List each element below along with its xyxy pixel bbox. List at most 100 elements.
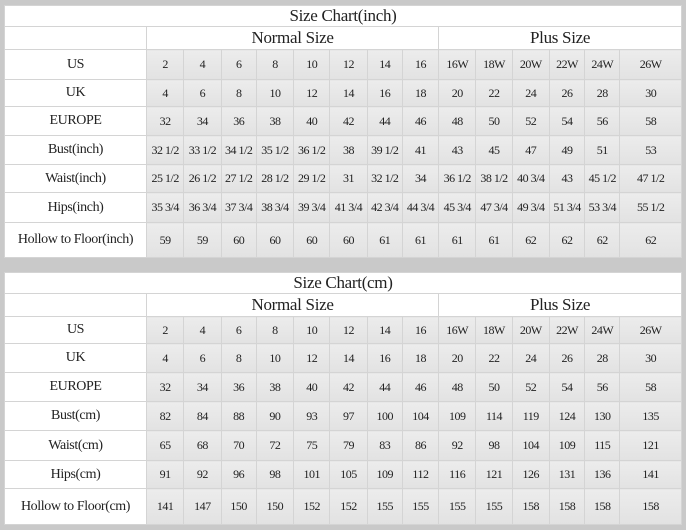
- table-cell: 61: [401, 222, 440, 258]
- table-cell: 109: [548, 430, 586, 461]
- table-cell: 48: [438, 372, 477, 402]
- table-cell: 16: [401, 316, 440, 344]
- table-cell: 49 3/4: [511, 192, 550, 223]
- table-cell: 14: [329, 79, 368, 107]
- table-cell: 105: [329, 460, 368, 489]
- table-cell: 75: [293, 430, 331, 461]
- table-cell: 152: [293, 488, 331, 525]
- table-cell: 46: [401, 372, 440, 402]
- table-cell: 60: [220, 222, 257, 258]
- table-cell: 84: [183, 401, 222, 431]
- table-cell: 42 3/4: [366, 192, 403, 223]
- table-cell: 158: [548, 488, 586, 525]
- table-cell: 49: [548, 135, 586, 165]
- table-cell: 51: [584, 135, 621, 165]
- table-cell: 150: [220, 488, 257, 525]
- table-cell: 18: [401, 343, 440, 373]
- table-cell: 20: [438, 79, 477, 107]
- chart-title: Size Chart(inch): [4, 5, 682, 27]
- table-cell: 41 3/4: [329, 192, 368, 223]
- table-cell: 112: [401, 460, 440, 489]
- table-cell: 4: [146, 343, 185, 373]
- empty-corner-cell: [3, 293, 148, 317]
- table-cell: 16: [366, 79, 403, 107]
- table-cell: 43: [438, 135, 477, 165]
- table-cell: 141: [146, 488, 185, 525]
- table-cell: 4: [146, 79, 185, 107]
- table-cell: 8: [220, 79, 257, 107]
- table-cell: 32 1/2: [146, 135, 185, 165]
- table-cell: 101: [293, 460, 331, 489]
- table-cell: 121: [475, 460, 513, 489]
- size-table: Size Chart(inch) Normal Size Plus Size US 2 4…: [3, 5, 682, 258]
- table-cell: 10: [293, 316, 331, 344]
- normal-size-header: Normal Size: [146, 293, 440, 317]
- table-cell: 109: [366, 460, 403, 489]
- table-cell: 72: [255, 430, 295, 461]
- table-cell: 28: [584, 79, 621, 107]
- table-cell: 4: [183, 316, 222, 344]
- table-cell: 119: [511, 401, 550, 431]
- table-cell: 38 1/2: [475, 164, 513, 193]
- size-chart-inch: Size Chart(inch) Normal Size Plus Size US 2 4…: [3, 5, 682, 258]
- table-cell: 96: [220, 460, 257, 489]
- table-cell: 98: [475, 430, 513, 461]
- table-cell: 61: [366, 222, 403, 258]
- table-cell: 34: [183, 106, 222, 136]
- table-cell: 86: [401, 430, 440, 461]
- table-cell: 121: [619, 430, 682, 461]
- table-row: Waist(inch) 25 1/2 26 1/2 27 1/2 28 1/2 29 1/…: [3, 164, 682, 193]
- row-label: Bust(cm): [3, 401, 148, 431]
- normal-size-header: Normal Size: [146, 26, 440, 50]
- table-cell: 22: [475, 79, 513, 107]
- table-cell: 155: [366, 488, 403, 525]
- table-cell: 59: [183, 222, 222, 258]
- table-cell: 45 1/2: [584, 164, 621, 193]
- table-row: US 2 4 6 8 10 12 14 16 16W 18W 20W 22W 24W 26W: [3, 49, 682, 80]
- table-cell: 51 3/4: [548, 192, 586, 223]
- row-label: Hips(cm): [3, 460, 148, 489]
- table-cell: 152: [329, 488, 368, 525]
- table-cell: 39 1/2: [366, 135, 403, 165]
- table-cell: 28 1/2: [255, 164, 295, 193]
- table-cell: 59: [146, 222, 185, 258]
- table-cell: 36: [220, 372, 257, 402]
- table-cell: 54: [548, 372, 586, 402]
- table-cell: 14: [366, 49, 403, 80]
- table-cell: 42: [329, 372, 368, 402]
- table-cell: 65: [146, 430, 185, 461]
- table-cell: 83: [366, 430, 403, 461]
- table-cell: 2: [146, 49, 185, 80]
- table-cell: 45 3/4: [438, 192, 477, 223]
- table-cell: 136: [584, 460, 621, 489]
- table-cell: 115: [584, 430, 621, 461]
- table-cell: 8: [220, 343, 257, 373]
- table-cell: 100: [366, 401, 403, 431]
- table-cell: 104: [401, 401, 440, 431]
- table-cell: 26W: [619, 316, 682, 344]
- table-cell: 47: [511, 135, 550, 165]
- table-cell: 35 3/4: [146, 192, 185, 223]
- table-cell: 46: [401, 106, 440, 136]
- table-cell: 97: [329, 401, 368, 431]
- table-cell: 24W: [584, 49, 621, 80]
- table-cell: 54: [548, 106, 586, 136]
- table-cell: 10: [255, 343, 295, 373]
- title-row: Size Chart(cm): [4, 272, 682, 294]
- table-cell: 131: [548, 460, 586, 489]
- table-cell: 38: [255, 372, 295, 402]
- plus-size-header: Plus Size: [438, 293, 682, 317]
- group-header-row: Normal Size Plus Size: [3, 26, 682, 50]
- table-row: Bust(cm) 82 84 88 90 93 97 100 104 109 114 119 124 13…: [3, 401, 682, 431]
- table-cell: 58: [619, 106, 682, 136]
- table-cell: 30: [619, 343, 682, 373]
- row-label: Hollow to Floor(inch): [3, 222, 148, 258]
- table-cell: 52: [511, 106, 550, 136]
- table-cell: 55 1/2: [619, 192, 682, 223]
- table-cell: 158: [619, 488, 682, 525]
- table-cell: 20: [438, 343, 477, 373]
- row-label: Bust(inch): [3, 135, 148, 165]
- table-cell: 114: [475, 401, 513, 431]
- table-cell: 16W: [438, 316, 477, 344]
- plus-size-header: Plus Size: [438, 26, 682, 50]
